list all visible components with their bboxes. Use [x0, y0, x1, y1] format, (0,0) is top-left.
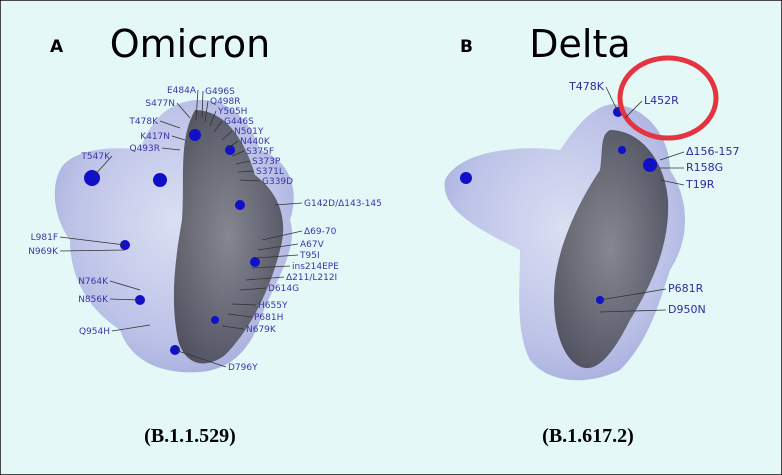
highlight-circle: [617, 55, 719, 141]
mutation-label: Q498R: [210, 97, 241, 107]
leader-line: [161, 147, 181, 151]
leader-line: [91, 155, 113, 179]
leader-line: [231, 303, 257, 306]
panel-title: Delta: [529, 22, 630, 66]
leader-line: [624, 100, 643, 119]
leader-line: [111, 324, 151, 332]
mutation-label: S375F: [246, 147, 274, 157]
panel-letter: B: [460, 37, 473, 57]
mutation-label: N764K: [78, 277, 109, 287]
leader-line: [239, 287, 267, 291]
panel-caption: (B.1.617.2): [542, 425, 634, 447]
mutation-label: D796Y: [228, 363, 258, 373]
leader-line: [204, 100, 209, 123]
leader-line: [659, 151, 685, 161]
leader-line: [171, 135, 186, 141]
mutation-label: L981F: [31, 233, 58, 243]
leader-line: [209, 110, 217, 127]
mutation-label: N440K: [240, 137, 271, 147]
leader-line: [599, 288, 667, 301]
mutation-label: S371L: [256, 167, 284, 177]
mutation-label: T478K: [568, 80, 605, 93]
mutation-label: N679K: [246, 325, 277, 335]
leader-line: [599, 309, 667, 313]
mutation-label: L452R: [644, 94, 679, 107]
leader-line: [195, 89, 199, 121]
panel-caption: (B.1.1.529): [144, 425, 236, 447]
mutation-label: Y505H: [217, 107, 247, 117]
leader-line: [257, 243, 299, 251]
leader-line: [109, 280, 141, 291]
mutation-label: A67V: [300, 240, 325, 250]
mutation-label: K417N: [140, 132, 170, 142]
mutation-label: G339D: [262, 177, 293, 187]
leader-line: [239, 179, 261, 182]
mutation-label: N501Y: [234, 127, 264, 137]
mutation-label: T95I: [299, 251, 320, 261]
mutation-label: Δ69-70: [304, 227, 337, 237]
mutation-label: T19R: [685, 178, 715, 191]
leader-line: [235, 160, 251, 165]
mutation-label: Δ156-157: [686, 145, 740, 158]
leader-line: [159, 120, 181, 129]
mutation-label: G142D/Δ143-145: [304, 199, 382, 209]
leader-line: [255, 254, 299, 259]
mutation-label: D950N: [668, 303, 706, 316]
mutation-label: S477N: [145, 99, 175, 109]
mutation-label: Δ211/L212I: [286, 273, 337, 283]
mutation-label: D614G: [268, 284, 299, 294]
leader-line: [221, 325, 245, 330]
leader-line: [213, 120, 223, 133]
mutation-label: T547K: [80, 152, 111, 162]
mutation-label: E484A: [167, 86, 197, 96]
mutation-label: N856K: [78, 295, 109, 305]
leader-line: [109, 298, 141, 301]
mutation-label: P681R: [668, 282, 704, 295]
leader-line: [605, 86, 619, 113]
mutation-label: ins214EPE: [292, 262, 339, 272]
panel-letter: A: [50, 37, 64, 57]
mutation-label: G446S: [224, 117, 254, 127]
leader-line: [237, 170, 255, 173]
leader-line: [201, 90, 204, 119]
leader-line: [59, 249, 126, 252]
mutation-label: H655Y: [258, 301, 288, 311]
leader-line: [227, 140, 239, 149]
leader-line: [245, 276, 285, 281]
leader-line: [261, 230, 303, 241]
leader-line: [251, 265, 291, 269]
leader-line: [221, 130, 233, 141]
leader-line: [59, 236, 126, 246]
mutation-label: T478K: [128, 117, 159, 127]
leader-line: [659, 179, 685, 186]
mutation-label: P681H: [254, 313, 283, 323]
mutation-label: S373P: [252, 157, 281, 167]
leader-line: [227, 313, 253, 318]
mutation-label: Q954H: [79, 327, 110, 337]
panel-title: Omicron: [110, 22, 271, 66]
leader-line: [274, 202, 303, 206]
leader-line: [174, 349, 227, 368]
mutation-label: R158G: [686, 161, 723, 174]
mutation-label: N969K: [28, 247, 59, 257]
leader-line: [176, 102, 191, 119]
mutation-label: G496S: [205, 87, 235, 97]
mutation-label: Q493R: [129, 144, 160, 154]
leader-line: [231, 150, 245, 157]
